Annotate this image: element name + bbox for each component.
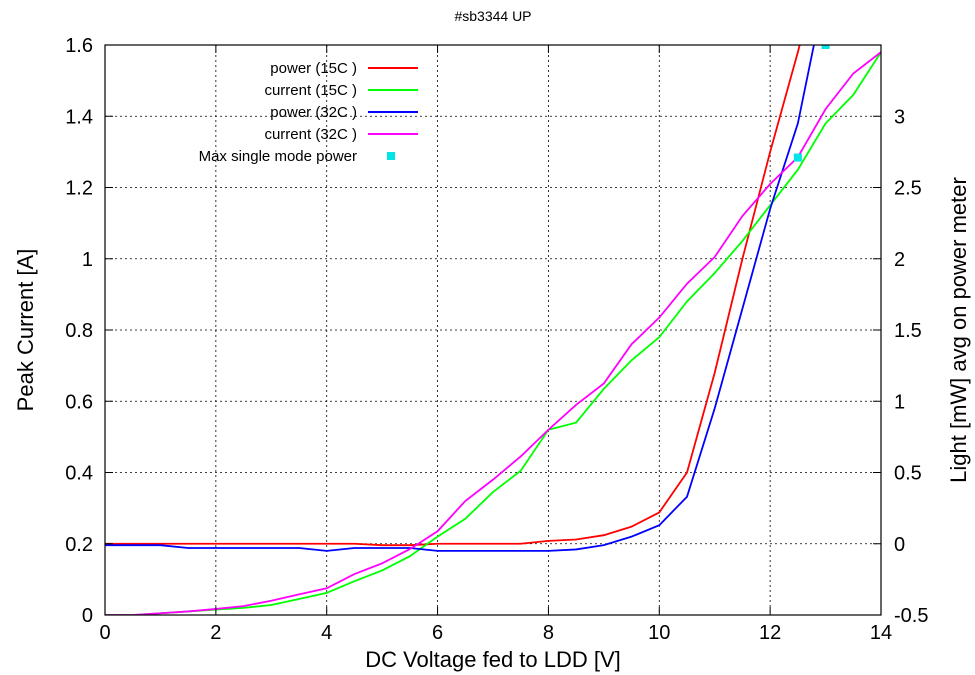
- y2-tick-label: 0: [894, 534, 905, 556]
- series-line: [105, 45, 801, 547]
- series-layer: [105, 45, 881, 615]
- legend-label: power (32C ): [270, 104, 357, 121]
- x-tick-label: 12: [759, 622, 781, 644]
- legend-label: Max single mode power: [199, 148, 357, 165]
- grid: [105, 45, 881, 615]
- y2-tick-label: 2: [894, 249, 905, 271]
- y2-tick-label: 1.5: [894, 320, 922, 342]
- y-tick-label: 0.4: [65, 463, 93, 485]
- y2-tick-label: 0.5: [894, 463, 922, 485]
- x-tick-label: 2: [210, 622, 221, 644]
- x-tick-label: 4: [321, 622, 332, 644]
- y-tick-label: 0.2: [65, 534, 93, 556]
- y2-tick-label: 3: [894, 106, 905, 128]
- max-single-mode-point: [793, 153, 802, 162]
- x-axis-title: DC Voltage fed to LDD [V]: [365, 647, 621, 672]
- y-axis-title: Peak Current [A]: [13, 249, 38, 412]
- y-tick-label: 1: [82, 249, 93, 271]
- y-tick-label: 0: [82, 605, 93, 627]
- y2-tick-label: -0.5: [894, 605, 928, 627]
- series-line: [105, 51, 881, 615]
- x-tick-label: 14: [870, 622, 892, 644]
- series-line: [105, 45, 815, 552]
- legend-label: current (15C ): [264, 82, 357, 99]
- y2-tick-label: 1: [894, 391, 905, 413]
- chart-title: #sb3344 UP: [454, 8, 531, 24]
- x-tick-label: 0: [99, 622, 110, 644]
- legend-label: current (32C ): [264, 126, 357, 143]
- y-tick-label: 0.6: [65, 391, 93, 413]
- y2-tick-label: 2.5: [894, 178, 922, 200]
- max-single-mode-point: [821, 45, 830, 49]
- x-tick-label: 6: [432, 622, 443, 644]
- y-tick-label: 1.2: [65, 178, 93, 200]
- x-tick-label: 8: [543, 622, 554, 644]
- y-tick-label: 1.6: [65, 35, 93, 57]
- legend-swatch: [387, 152, 395, 160]
- y-tick-label: 0.8: [65, 320, 93, 342]
- y-tick-label: 1.4: [65, 106, 93, 128]
- ticks: 0 2 4 6 8 10 12 1400.20.40.60.811.21.41.6-0.500…: [65, 35, 928, 644]
- y2-axis-title: Light [mW] avg on power meter: [946, 177, 971, 483]
- legend-label: power (15C ): [270, 60, 357, 77]
- series-line: [105, 51, 881, 615]
- legend: power (15C ) current (15C ) power (32C ) cu…: [199, 60, 418, 165]
- x-tick-label: 10: [648, 622, 670, 644]
